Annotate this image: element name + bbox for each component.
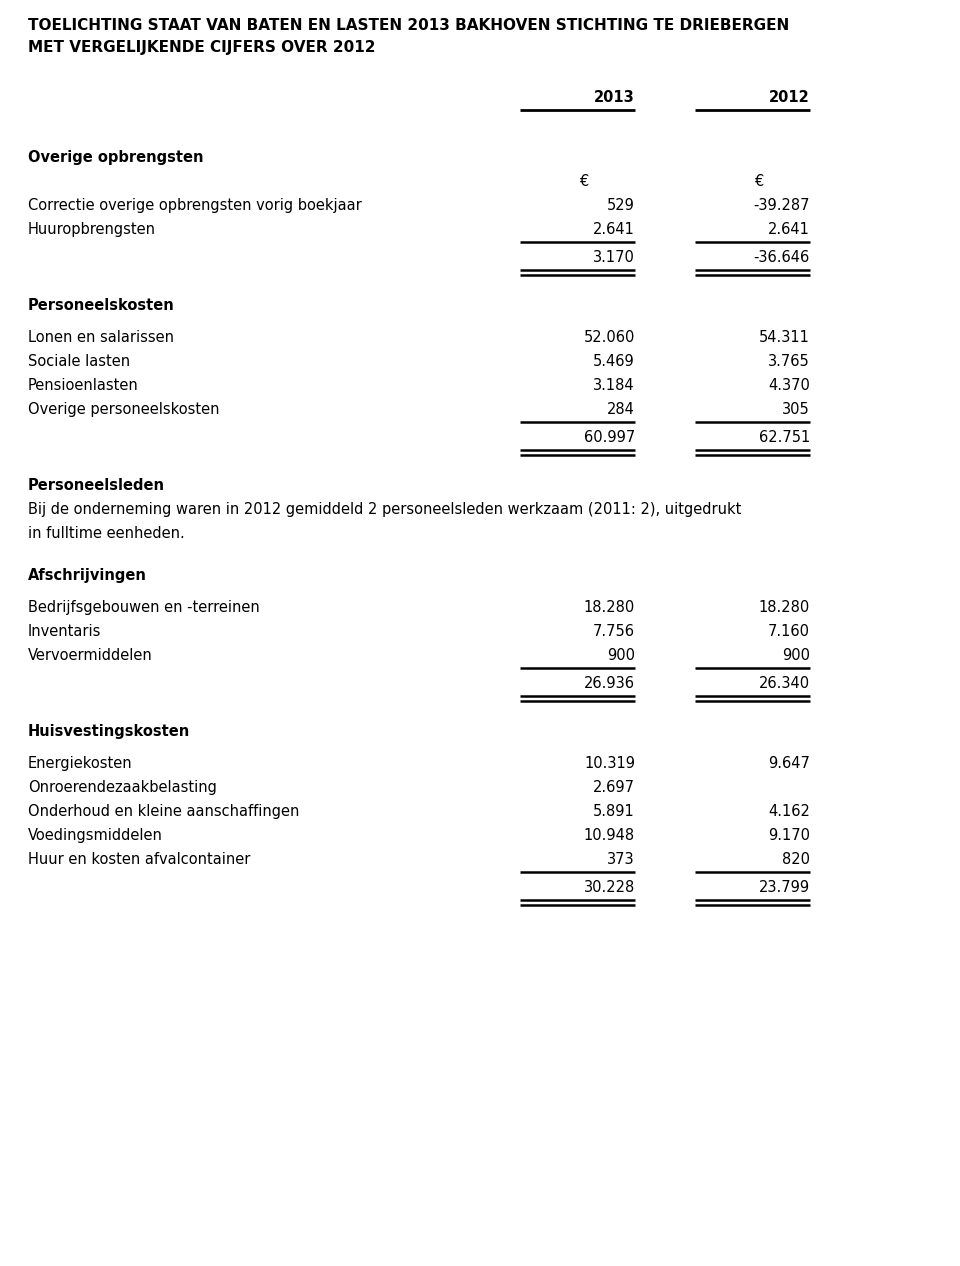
Text: €: € — [755, 173, 764, 189]
Text: 2012: 2012 — [769, 90, 810, 105]
Text: Personeelsleden: Personeelsleden — [28, 479, 165, 492]
Text: 7.756: 7.756 — [593, 624, 635, 639]
Text: 18.280: 18.280 — [758, 600, 810, 615]
Text: 2.697: 2.697 — [593, 780, 635, 795]
Text: 4.370: 4.370 — [768, 379, 810, 392]
Text: Sociale lasten: Sociale lasten — [28, 354, 131, 368]
Text: 4.162: 4.162 — [768, 804, 810, 819]
Text: Onroerendezaakbelasting: Onroerendezaakbelasting — [28, 780, 217, 795]
Text: 62.751: 62.751 — [758, 430, 810, 446]
Text: in fulltime eenheden.: in fulltime eenheden. — [28, 525, 184, 541]
Text: Overige opbrengsten: Overige opbrengsten — [28, 149, 204, 165]
Text: 54.311: 54.311 — [759, 330, 810, 346]
Text: Lonen en salarissen: Lonen en salarissen — [28, 330, 174, 346]
Text: 2013: 2013 — [594, 90, 635, 105]
Text: -39.287: -39.287 — [754, 197, 810, 213]
Text: Overige personeelskosten: Overige personeelskosten — [28, 403, 220, 417]
Text: 900: 900 — [782, 648, 810, 663]
Text: -36.646: -36.646 — [754, 249, 810, 265]
Text: 52.060: 52.060 — [584, 330, 635, 346]
Text: Afschrijvingen: Afschrijvingen — [28, 568, 147, 584]
Text: 60.997: 60.997 — [584, 430, 635, 446]
Text: Pensioenlasten: Pensioenlasten — [28, 379, 139, 392]
Text: 18.280: 18.280 — [584, 600, 635, 615]
Text: 5.891: 5.891 — [593, 804, 635, 819]
Text: 23.799: 23.799 — [758, 880, 810, 895]
Text: MET VERGELIJKENDE CIJFERS OVER 2012: MET VERGELIJKENDE CIJFERS OVER 2012 — [28, 41, 375, 54]
Text: 26.340: 26.340 — [758, 676, 810, 691]
Text: 26.936: 26.936 — [584, 676, 635, 691]
Text: 900: 900 — [607, 648, 635, 663]
Text: 529: 529 — [607, 197, 635, 213]
Text: €: € — [580, 173, 589, 189]
Text: Bij de onderneming waren in 2012 gemiddeld 2 personeelsleden werkzaam (2011: 2),: Bij de onderneming waren in 2012 gemidde… — [28, 503, 741, 517]
Text: 7.160: 7.160 — [768, 624, 810, 639]
Text: Huuropbrengsten: Huuropbrengsten — [28, 222, 156, 237]
Text: 3.170: 3.170 — [593, 249, 635, 265]
Text: Energiekosten: Energiekosten — [28, 756, 132, 771]
Text: 284: 284 — [607, 403, 635, 417]
Text: Personeelskosten: Personeelskosten — [28, 298, 175, 313]
Text: 2.641: 2.641 — [768, 222, 810, 237]
Text: Bedrijfsgebouwen en -terreinen: Bedrijfsgebouwen en -terreinen — [28, 600, 260, 615]
Text: Voedingsmiddelen: Voedingsmiddelen — [28, 828, 163, 843]
Text: TOELICHTING STAAT VAN BATEN EN LASTEN 2013 BAKHOVEN STICHTING TE DRIEBERGEN: TOELICHTING STAAT VAN BATEN EN LASTEN 20… — [28, 18, 789, 33]
Text: Onderhoud en kleine aanschaffingen: Onderhoud en kleine aanschaffingen — [28, 804, 300, 819]
Text: 373: 373 — [608, 852, 635, 867]
Text: 9.647: 9.647 — [768, 756, 810, 771]
Text: 30.228: 30.228 — [584, 880, 635, 895]
Text: 3.184: 3.184 — [593, 379, 635, 392]
Text: Huur en kosten afvalcontainer: Huur en kosten afvalcontainer — [28, 852, 251, 867]
Text: 5.469: 5.469 — [593, 354, 635, 368]
Text: 9.170: 9.170 — [768, 828, 810, 843]
Text: Inventaris: Inventaris — [28, 624, 102, 639]
Text: 3.765: 3.765 — [768, 354, 810, 368]
Text: 305: 305 — [782, 403, 810, 417]
Text: Vervoermiddelen: Vervoermiddelen — [28, 648, 153, 663]
Text: 820: 820 — [782, 852, 810, 867]
Text: 2.641: 2.641 — [593, 222, 635, 237]
Text: 10.319: 10.319 — [584, 756, 635, 771]
Text: Huisvestingskosten: Huisvestingskosten — [28, 724, 190, 739]
Text: 10.948: 10.948 — [584, 828, 635, 843]
Text: Correctie overige opbrengsten vorig boekjaar: Correctie overige opbrengsten vorig boek… — [28, 197, 362, 213]
